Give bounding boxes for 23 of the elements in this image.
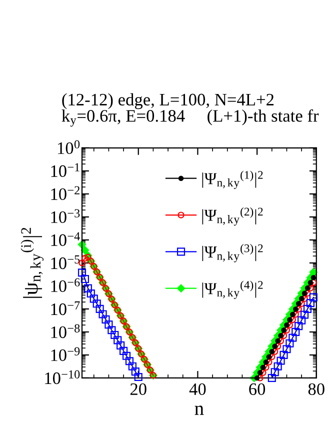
legend-label: |Ψ$_{n,ky}$$^{(4)}$|$^{2}$ — [202, 280, 263, 299]
y-tick-label: 10$^{−9}$ — [51, 347, 80, 362]
chart-subtitle: k$_{y}$=0.6π, E=0.184 (L+1)-th state fr — [62, 109, 319, 127]
chart-title: (12-12) edge, L=100, N=4L+2 — [62, 93, 274, 110]
y-tick-label: 10$^{−4}$ — [51, 232, 80, 246]
x-tick-label: 40 — [189, 383, 206, 396]
x-tick-label: 60 — [249, 383, 266, 396]
legend-label: |Ψ$_{n,ky}$$^{(2)}$|$^{2}$ — [202, 207, 263, 226]
y-tick-label: 10$^{−6}$ — [51, 278, 80, 292]
y-tick-label: 10$^{−2}$ — [51, 186, 80, 200]
y-tick-label: 10$^{−10}$ — [45, 370, 80, 384]
legend-label: |Ψ$_{n,ky}$$^{(3)}$|$^{2}$ — [202, 244, 263, 262]
x-tick-label: 20 — [130, 383, 146, 396]
y-tick-label: 10$^{0}$ — [58, 140, 80, 154]
y-tick-label: 10$^{−8}$ — [51, 324, 80, 338]
x-tick-label: 80 — [308, 383, 324, 396]
y-axis-title: |ψ$_{n,ky}$$^{(i)}$|$^{2}$ — [20, 228, 44, 298]
x-axis-title: n — [194, 406, 204, 415]
y-tick-label: 10$^{−1}$ — [51, 163, 80, 178]
y-tick-label: 10$^{−7}$ — [51, 301, 80, 316]
legend-label: |Ψ$_{n,ky}$$^{(1)}$|$^{2}$ — [202, 170, 263, 189]
y-tick-label: 10$^{−5}$ — [51, 255, 80, 270]
y-tick-label: 10$^{−3}$ — [51, 209, 80, 224]
